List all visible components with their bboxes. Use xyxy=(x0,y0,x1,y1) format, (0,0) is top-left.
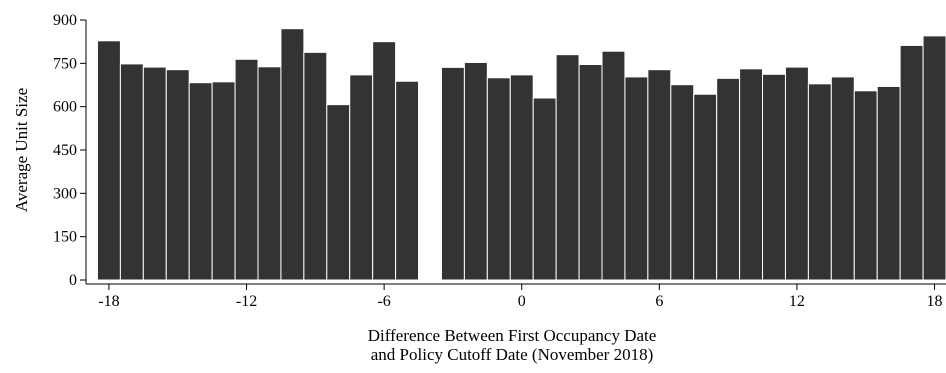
bar-0 xyxy=(509,74,534,281)
bar-16 xyxy=(876,85,901,281)
bar-14 xyxy=(830,76,855,281)
x-tick-label: 18 xyxy=(927,293,943,310)
bar-7 xyxy=(670,84,695,281)
x-tick-label: 12 xyxy=(789,293,805,310)
y-tick-label: 600 xyxy=(53,99,77,116)
bar-4 xyxy=(601,50,626,281)
bar-2 xyxy=(555,54,580,281)
x-tick-label: -12 xyxy=(236,293,257,310)
bar--10 xyxy=(280,28,305,281)
y-tick-label: 750 xyxy=(53,55,77,72)
bar--1 xyxy=(486,77,511,281)
y-tick-label: 900 xyxy=(53,12,77,29)
y-axis: 0 150 300 450 600 750 900 xyxy=(53,12,87,289)
bar--17 xyxy=(119,63,144,281)
x-tick-label: -6 xyxy=(377,293,390,310)
bar-1 xyxy=(532,97,557,281)
bar--6 xyxy=(372,41,397,281)
x-axis-title-line-2: and Policy Cutoff Date (November 2018) xyxy=(371,345,653,364)
y-tick-label: 300 xyxy=(53,185,77,202)
bar--16 xyxy=(142,66,167,281)
bar-18 xyxy=(922,35,946,281)
bar--15 xyxy=(165,69,190,281)
bar--13 xyxy=(211,81,236,281)
x-tick-label: 0 xyxy=(518,293,526,310)
bar--14 xyxy=(188,82,213,281)
bar--8 xyxy=(326,104,351,281)
x-axis: -18 -12 -6 0 6 12 18 xyxy=(86,283,946,310)
y-tick-label: 450 xyxy=(53,142,77,159)
bar-9 xyxy=(716,77,741,281)
bars-group xyxy=(96,28,946,281)
y-axis-title: Average Unit Size xyxy=(12,88,31,212)
bar--12 xyxy=(234,58,259,281)
bar-3 xyxy=(578,63,603,281)
bar--5 xyxy=(395,80,420,281)
x-tick-label: -18 xyxy=(98,293,119,310)
bar--11 xyxy=(257,66,282,281)
bar-8 xyxy=(693,93,718,281)
bar-5 xyxy=(624,76,649,281)
bar--9 xyxy=(303,51,328,281)
bar--3 xyxy=(440,66,465,281)
bar-17 xyxy=(899,44,924,281)
x-axis-title-line-1: Difference Between First Occupancy Date xyxy=(368,326,657,345)
bar--7 xyxy=(349,74,374,281)
y-tick-label: 0 xyxy=(69,272,77,289)
bar-13 xyxy=(807,83,832,281)
bar--2 xyxy=(463,61,488,281)
bar-15 xyxy=(853,90,878,281)
x-tick-label: 6 xyxy=(655,293,663,310)
bar-11 xyxy=(762,73,786,281)
y-tick-label: 150 xyxy=(53,229,77,246)
bar-6 xyxy=(647,69,672,281)
bar--18 xyxy=(96,40,121,281)
bar-10 xyxy=(739,68,764,281)
bar-12 xyxy=(784,66,809,281)
